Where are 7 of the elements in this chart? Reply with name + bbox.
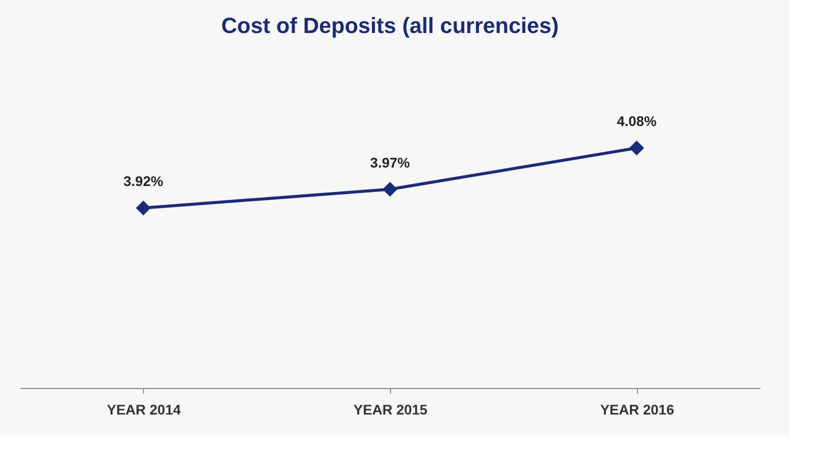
x-tick-label: YEAR 2016 — [600, 402, 674, 418]
x-tick-label: YEAR 2014 — [106, 402, 182, 418]
x-tick-label: YEAR 2015 — [354, 402, 428, 418]
data-label: 3.92% — [123, 173, 164, 189]
data-label: 4.08% — [616, 113, 658, 129]
chart-title: Cost of Deposits (all currencies) — [221, 13, 559, 38]
data-label: 3.97% — [370, 154, 410, 170]
